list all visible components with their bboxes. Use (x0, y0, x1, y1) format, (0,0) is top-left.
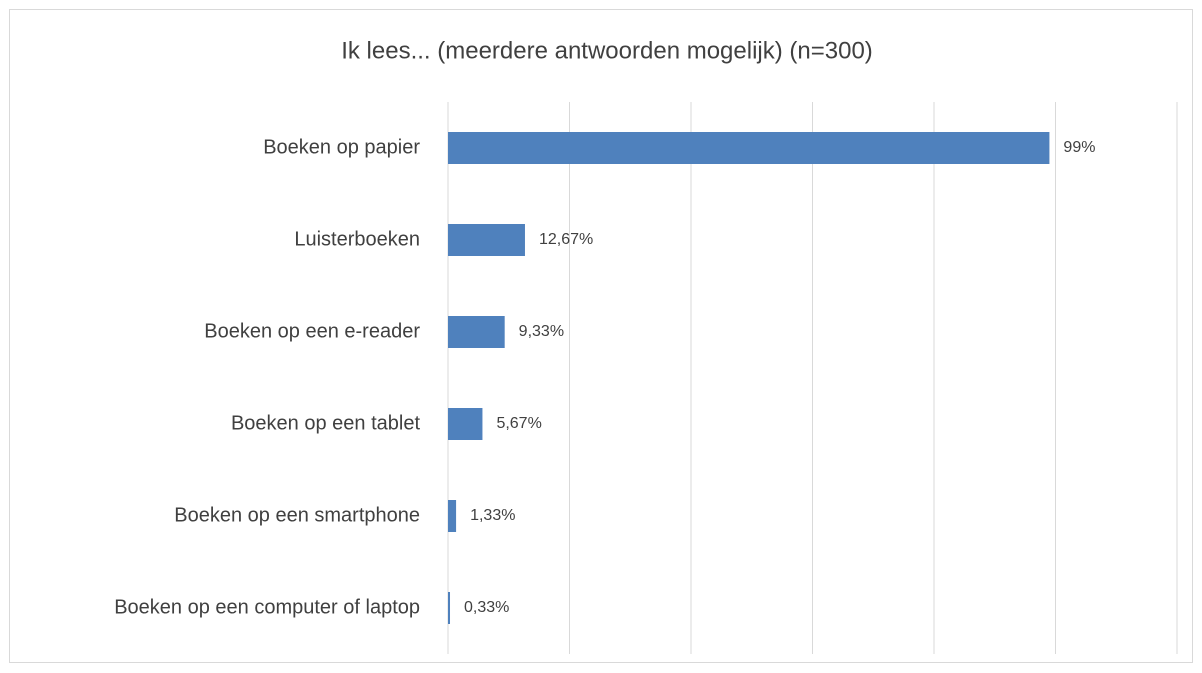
data-label: 5,67% (496, 415, 541, 432)
y-tick-label: Boeken op een e-reader (204, 320, 420, 342)
data-label: 9,33% (519, 323, 564, 340)
data-label: 12,67% (539, 231, 593, 248)
data-label: 1,33% (470, 507, 515, 524)
y-tick-label: Boeken op een computer of laptop (114, 596, 420, 618)
data-label: 99% (1063, 139, 1095, 156)
y-tick-label: Boeken op een smartphone (174, 504, 420, 526)
y-tick-label: Boeken op papier (263, 136, 420, 158)
bar (448, 132, 1050, 164)
bar (448, 224, 525, 256)
chart-frame (9, 9, 1193, 663)
y-tick-label: Luisterboeken (294, 228, 420, 250)
bar (448, 316, 505, 348)
bar (448, 408, 483, 440)
y-tick-label: Boeken op een tablet (231, 412, 420, 434)
chart-title: Ik lees... (meerdere antwoorden mogelijk… (341, 37, 873, 64)
bar (448, 500, 457, 532)
data-label: 0,33% (464, 599, 509, 616)
bar (448, 592, 451, 624)
